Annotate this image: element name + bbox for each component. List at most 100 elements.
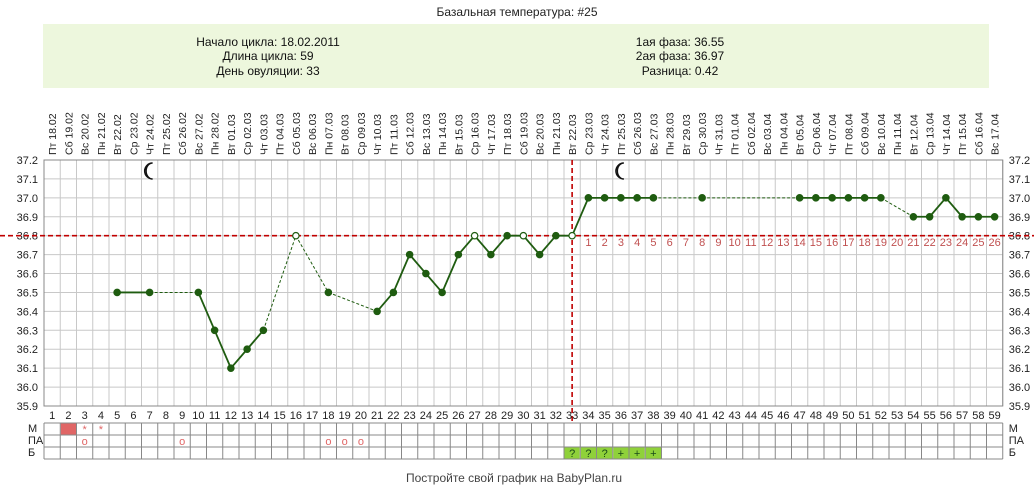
- temperature-series: [113, 194, 999, 372]
- info-phase2: 2ая фаза: 36.97: [636, 49, 725, 63]
- date-label: Чт 24.03: [600, 114, 612, 155]
- y-tick-label-right: 36.7: [1009, 250, 1030, 262]
- data-point: [828, 194, 836, 202]
- data-point: [503, 231, 511, 240]
- day-number-label: 17: [306, 410, 318, 422]
- series-segment: [945, 197, 963, 218]
- marked-cell: [597, 447, 613, 459]
- day-number-label: 56: [940, 410, 952, 422]
- cell-mark: *: [82, 424, 87, 436]
- phase2-day-numbers: 1 2 3 4 5 6 7 8 9 10 11 12 13 14 15 16 17 18 19 20 21 22 23 24 2…: [585, 237, 1000, 249]
- day-number-label: 13: [241, 410, 253, 422]
- series-segment: [538, 235, 557, 256]
- day-number-label: 45: [761, 410, 773, 422]
- date-label: Вс 27.02: [193, 113, 205, 155]
- bottom-table: М МПА ПАБ Б* *o o o o o??? + + +: [28, 422, 1025, 460]
- day-number-label: 48: [810, 410, 822, 422]
- phase2-day-number: 23: [940, 237, 952, 249]
- date-label: Вт 12.04: [908, 114, 920, 155]
- day-number-label: 39: [664, 410, 676, 422]
- marked-cell: [60, 423, 76, 435]
- date-label: Пн 21.02: [96, 112, 108, 155]
- phase2-day-number: 7: [683, 237, 689, 249]
- day-number-label: 40: [680, 410, 692, 422]
- day-number-label: 3: [82, 410, 88, 422]
- day-number-label: 25: [436, 410, 448, 422]
- cell-mark: *: [99, 424, 104, 436]
- y-tick-label-right: 36.9: [1009, 212, 1030, 224]
- date-label: Пт 01.04: [730, 113, 742, 155]
- data-point: [422, 269, 430, 278]
- phase2-day-number: 19: [875, 237, 887, 249]
- y-tick-label-left: 36.1: [17, 363, 38, 375]
- day-number-label: 18: [322, 410, 334, 422]
- data-point: [974, 212, 983, 221]
- cell-mark: +: [618, 448, 624, 460]
- date-label: Вт 22.03: [567, 114, 579, 155]
- data-point: [942, 194, 950, 202]
- data-point: [519, 231, 528, 240]
- data-point: [812, 194, 820, 202]
- date-label: Чт 07.04: [827, 114, 839, 155]
- phase2-day-number: 21: [907, 237, 919, 249]
- date-label: Вт 05.04: [795, 114, 807, 155]
- date-label: Вс 20.03: [535, 113, 547, 155]
- marked-cell: [580, 447, 596, 459]
- day-number-label: 38: [647, 410, 659, 422]
- date-label: Вт 29.03: [681, 114, 693, 155]
- series-segment: [392, 254, 411, 293]
- date-label: Ср 23.02: [128, 112, 140, 155]
- date-label: Чт 31.03: [713, 114, 725, 155]
- y-tick-label-left: 37.1: [17, 174, 38, 186]
- day-number-label: 43: [729, 410, 741, 422]
- data-point: [860, 194, 869, 202]
- phase2-day-number: 16: [826, 237, 838, 249]
- date-label: Ср 23.03: [583, 112, 595, 155]
- phase2-day-number: 18: [859, 237, 871, 249]
- day-number-label: 21: [371, 410, 383, 422]
- series-segment: [473, 235, 492, 256]
- series-segment: [457, 235, 476, 256]
- phase2-day-number: 20: [891, 237, 903, 249]
- day-number-label: 32: [550, 410, 562, 422]
- marked-cell: [629, 447, 645, 459]
- day-number-label: 20: [355, 410, 367, 422]
- date-label: Сб 26.03: [632, 112, 644, 155]
- cell-mark: ?: [569, 448, 575, 460]
- day-number-label: 14: [257, 410, 269, 422]
- y-tick-label-left: 36.4: [17, 306, 38, 318]
- y-tick-label-left: 36.5: [17, 287, 38, 299]
- series-segment: [571, 197, 590, 237]
- date-label: Пн 04.04: [778, 112, 790, 155]
- day-number-label: 34: [582, 410, 594, 422]
- day-number-label: 50: [842, 410, 854, 422]
- phase2-day-number: 13: [777, 237, 789, 249]
- phase2-day-number: 8: [699, 237, 705, 249]
- date-label: Пн 21.03: [551, 112, 563, 155]
- date-label: Пт 25.03: [616, 113, 628, 155]
- date-label: Вс 03.04: [762, 113, 774, 155]
- date-label: Пт 18.02: [47, 113, 59, 155]
- info-cycle-length: Длина цикла: 59: [222, 49, 313, 63]
- data-point: [113, 288, 121, 297]
- series-segment: [230, 348, 248, 369]
- day-number-label: 44: [745, 410, 757, 422]
- date-label: Вт 22.02: [112, 114, 124, 155]
- date-label: Пн 11.04: [892, 113, 904, 155]
- y-tick-label-left: 37.0: [17, 193, 38, 205]
- data-point: [584, 194, 593, 202]
- data-point: [877, 194, 885, 202]
- phase2-day-number: 5: [650, 237, 656, 249]
- series-segment-dashed: [328, 291, 378, 312]
- phase2-day-number: 2: [602, 237, 608, 249]
- series-segment: [441, 254, 460, 293]
- info-ovulation-day: День овуляции: 33: [216, 64, 320, 78]
- data-point: [324, 288, 333, 297]
- date-label: Вт 01.03: [226, 114, 238, 155]
- chart-grid: [43, 159, 1004, 407]
- date-label: Сб 05.03: [291, 112, 303, 155]
- day-number-label: 12: [225, 410, 237, 422]
- data-point: [552, 231, 560, 240]
- day-number-label: 42: [712, 410, 724, 422]
- data-point: [617, 194, 625, 202]
